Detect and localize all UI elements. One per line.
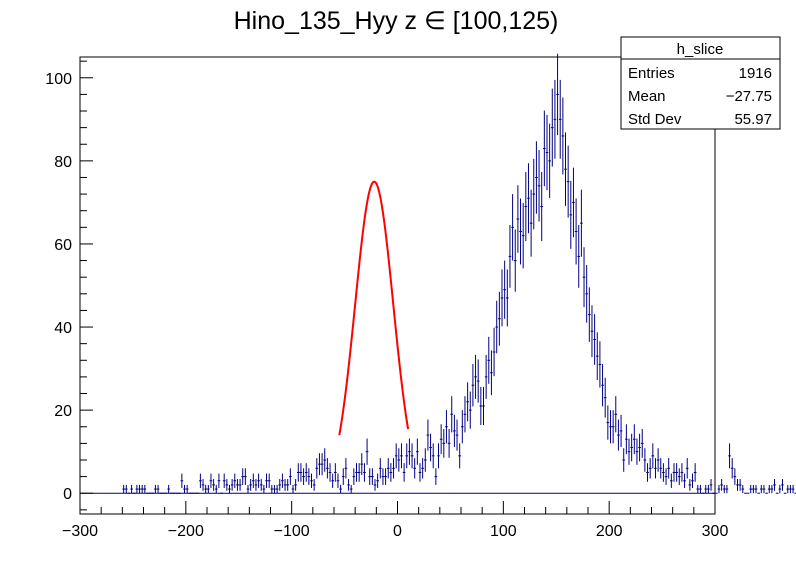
y-tick-label: 80	[54, 154, 72, 171]
gaussian-fit-curve	[338, 180, 410, 436]
histogram-series	[80, 53, 796, 494]
stats-box: h_slice Entries 1916 Mean −27.75 Std Dev…	[620, 36, 781, 130]
y-tick-label: 100	[45, 71, 72, 88]
stats-stddev-value: 55.97	[734, 111, 772, 128]
plot-area: −300 −200 −100 0 100 200 300 0 20 40 60 80 100	[45, 53, 796, 540]
y-tick-label: 0	[63, 486, 72, 503]
x-tick-label: −200	[168, 523, 204, 540]
stats-entries-value: 1916	[739, 65, 772, 82]
stats-entries-label: Entries	[628, 65, 675, 82]
y-tick-label: 20	[54, 403, 72, 420]
y-axis: 0 20 40 60 80 100	[45, 60, 93, 511]
x-tick-label: −100	[274, 523, 310, 540]
x-tick-label: −300	[62, 523, 98, 540]
x-tick-label: 200	[596, 523, 623, 540]
stats-box-frame	[620, 36, 781, 130]
stats-stddev-label: Std Dev	[628, 111, 682, 128]
stats-box-title: h_slice	[677, 41, 724, 58]
stats-mean-value: −27.75	[726, 88, 772, 105]
x-tick-label: 300	[702, 523, 729, 540]
x-axis: −300 −200 −100 0 100 200 300	[62, 501, 728, 540]
stats-mean-label: Mean	[628, 88, 666, 105]
x-tick-label: 100	[490, 523, 517, 540]
x-tick-label: 0	[393, 523, 402, 540]
y-tick-label: 40	[54, 320, 72, 337]
chart-title: Hino_135_Hyy z ∈ [100,125)	[234, 7, 559, 35]
y-tick-label: 60	[54, 237, 72, 254]
